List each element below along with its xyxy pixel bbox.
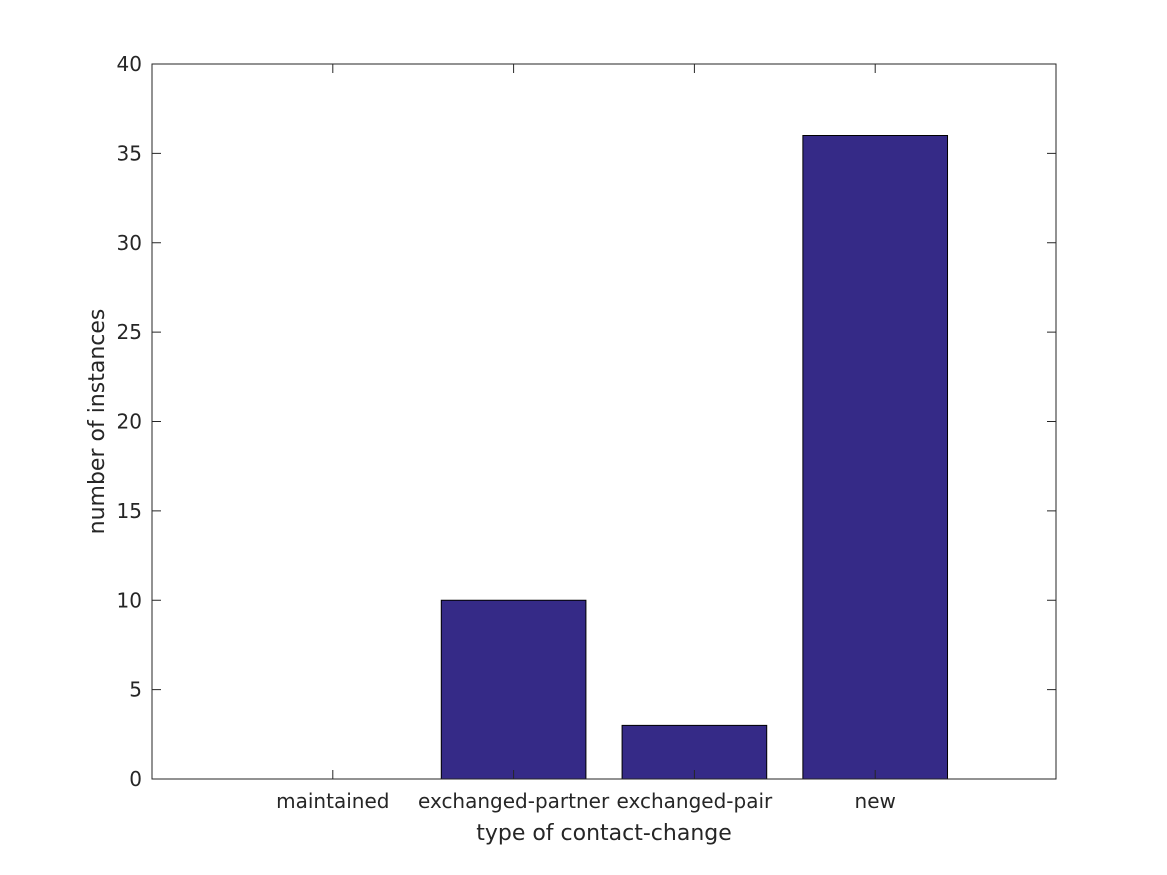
x-tick-label-maintained: maintained <box>276 789 389 813</box>
y-tick-label: 0 <box>129 767 142 791</box>
y-tick-label: 10 <box>117 588 142 612</box>
x-axis-title: type of contact-change <box>476 821 732 846</box>
y-tick-label: 15 <box>117 499 142 523</box>
y-tick-labels: 0 5 10 15 20 25 30 35 40 <box>117 52 142 791</box>
y-tick-label: 30 <box>117 231 142 255</box>
y-tick-label: 5 <box>129 678 142 702</box>
x-tick-label-exchanged-partner: exchanged-partner <box>418 789 610 813</box>
bar-series <box>440 135 949 780</box>
y-tick-label: 35 <box>117 141 142 165</box>
plot-frame <box>151 63 1057 780</box>
x-tick-labels: maintained exchanged-partner exchanged-pai… <box>276 789 896 813</box>
bar-new <box>802 135 949 780</box>
bar-exchanged-partner <box>440 599 587 780</box>
y-tick-label: 20 <box>117 410 142 434</box>
y-axis-title: number of instances <box>85 309 110 535</box>
x-tick-label-exchanged-pair: exchanged-pair <box>617 789 773 813</box>
y-tick-label: 25 <box>117 320 142 344</box>
y-tick-label: 40 <box>117 52 142 76</box>
x-tick-label-new: new <box>855 789 896 813</box>
